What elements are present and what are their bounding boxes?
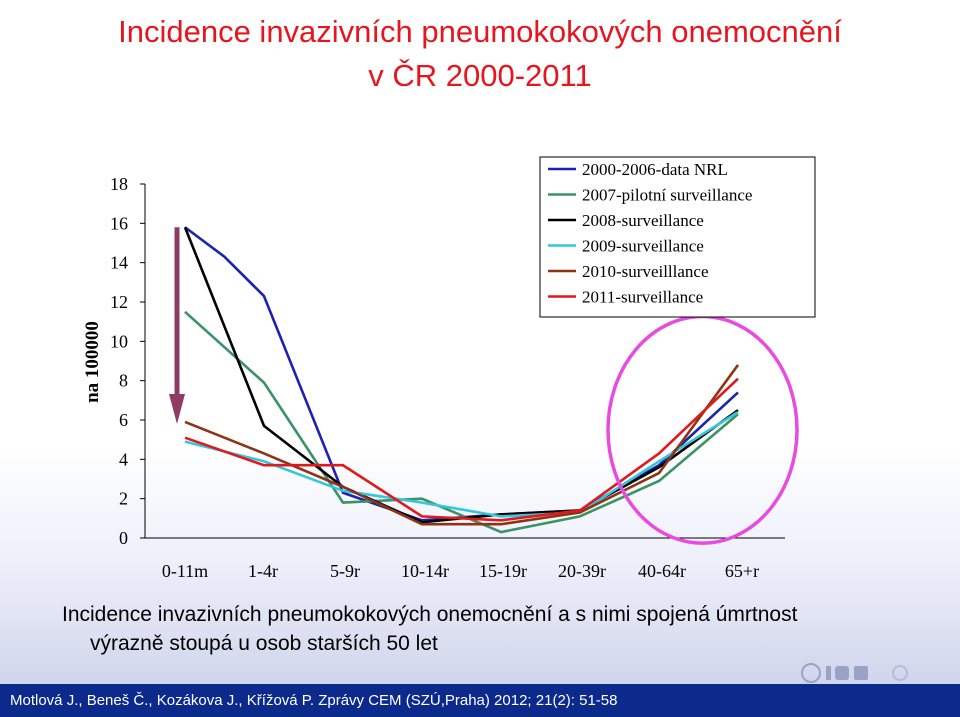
- x-tick-label: 65+r: [725, 561, 759, 581]
- y-tick-label: 10: [110, 331, 128, 351]
- series-line-2: [184, 310, 739, 534]
- x-tick-label: 0-11m: [162, 561, 208, 581]
- caption-line-1: Incidence invazivních pneumokokových one…: [62, 603, 798, 626]
- y-tick-label: 8: [119, 371, 128, 391]
- institution-logo-icon: [801, 663, 908, 683]
- x-tick-label: 20-39r: [558, 561, 606, 581]
- x-tick-label: 10-14r: [401, 561, 449, 581]
- axes: 0 2 4 6 8 10 12 14 16 18 0-11m 1-4r 5-9r 10-14r 15-19r…: [110, 174, 785, 581]
- x-tick-label: 15-19r: [479, 561, 527, 581]
- series-line-5: [184, 364, 740, 526]
- legend-label: 2008-surveillance: [582, 211, 704, 230]
- series-layer: [183, 226, 740, 534]
- y-tick-label: 6: [119, 410, 128, 430]
- y-tick-label: 4: [119, 449, 128, 469]
- x-tick-label: 5-9r: [330, 561, 360, 581]
- legend-label: 2009-surveillance: [582, 237, 704, 256]
- x-tick-label: 1-4r: [248, 561, 278, 581]
- y-tick-label: 12: [110, 292, 128, 312]
- legend-label: 2000-2006-data NRL: [582, 160, 728, 179]
- drop-arrow-head: [169, 393, 185, 424]
- x-tick-label: 40-64r: [638, 561, 686, 581]
- title-line-2: v ČR 2000-2011: [368, 58, 592, 93]
- y-axis-label: na 100000: [82, 321, 103, 403]
- legend-label: 2010-surveilllance: [582, 262, 709, 281]
- citation-footer: Motlová J., Beneš Č., Kozákova J., Křížo…: [0, 684, 960, 717]
- y-tick-label: 0: [119, 528, 128, 548]
- legend-label: 2011-surveillance: [582, 288, 703, 307]
- chart-caption: Incidence invazivních pneumokokových one…: [62, 600, 942, 658]
- legend-label: 2007-pilotní surveillance: [582, 186, 752, 205]
- y-tick-label: 14: [110, 253, 128, 273]
- legend-box: [539, 156, 816, 318]
- highlight-ellipse: [606, 314, 799, 545]
- series-line-6: [184, 377, 739, 522]
- y-tick-label: 18: [110, 174, 128, 194]
- title-line-1: Incidence invazivních pneumokokových one…: [118, 14, 842, 49]
- y-tick-label: 16: [110, 213, 128, 233]
- line-chart: na 100000 0 2 4 6 8 10 12 14 16 18 0-11m 1-4r 5-9r 10…: [82, 156, 816, 581]
- page-title: Incidence invazivních pneumokokových one…: [0, 10, 960, 98]
- y-tick-label: 2: [119, 489, 128, 509]
- legend: 2000-2006-data NRL 2007-pilotní surveilla…: [539, 156, 816, 318]
- caption-line-2: výrazně stoupá u osob starších 50 let: [90, 632, 438, 655]
